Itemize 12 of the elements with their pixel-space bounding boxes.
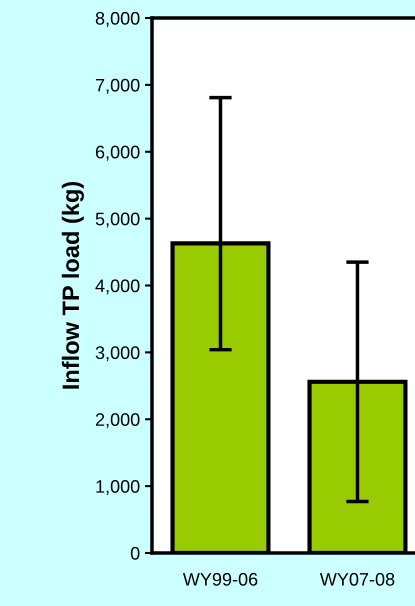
y-axis-title: Inflow TP load (kg) [62,182,84,389]
y-tick-label: 4,000 [95,279,140,294]
y-tick-label: 6,000 [96,146,140,161]
y-tick-label: 0 [130,546,140,560]
x-tick-label: WY07-08 [320,572,394,586]
y-tick-label: 5,000 [96,212,140,228]
y-tick-label: 8,000 [96,12,140,27]
x-tick-label: WY99-06 [182,572,258,586]
y-tick-label: 3,000 [96,346,140,362]
y-tick-label: 1,000 [96,480,140,495]
y-tick-label: 2,000 [96,413,140,428]
y-tick-label: 7,000 [96,78,140,94]
